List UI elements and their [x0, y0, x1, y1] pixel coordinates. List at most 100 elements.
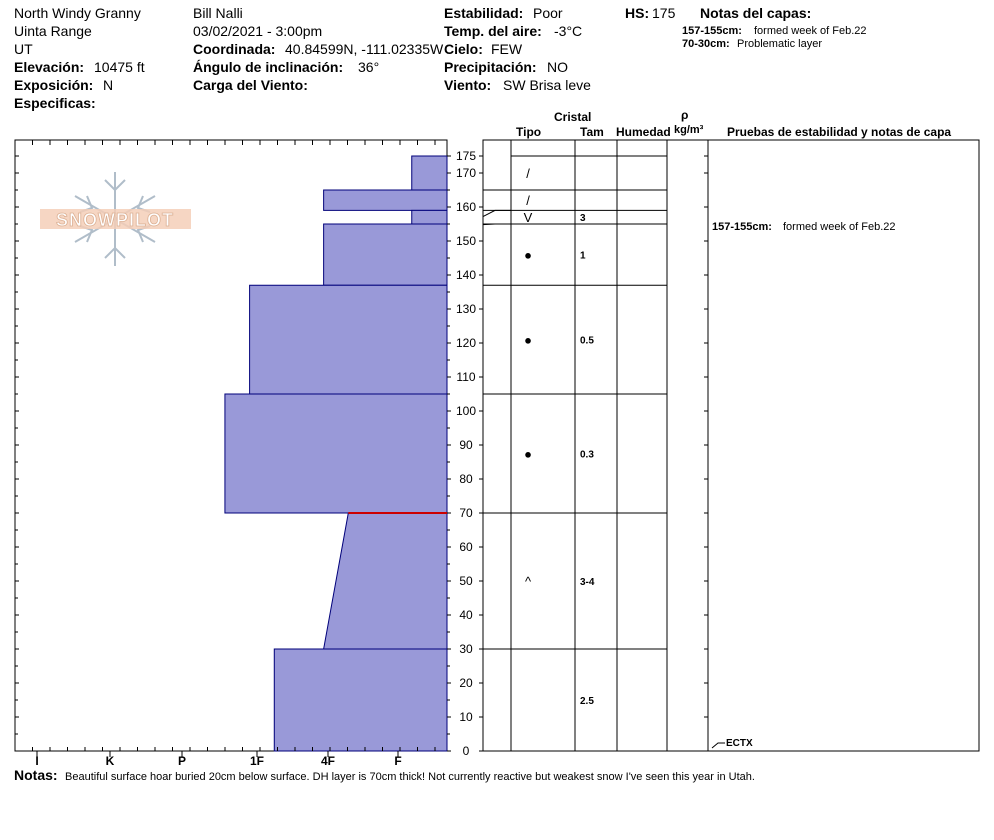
layer-bar [323, 512, 448, 650]
crystal-table-frame [482, 139, 709, 752]
depth-label: 0 [463, 744, 470, 758]
depth-label: 50 [459, 574, 473, 588]
hs-label: HS: [625, 5, 650, 21]
depth-label: 20 [459, 676, 473, 690]
layer-bar [411, 209, 448, 225]
tests-header: Pruebas de estabilidad y notas de capa [727, 125, 952, 139]
wind-value: SW Brisa leve [503, 77, 591, 93]
layer-note-text: Problematic layer [737, 38, 822, 50]
depth-label: 110 [456, 370, 475, 384]
datetime: 03/02/2021 - 3:00pm [193, 23, 323, 39]
observer: Bill Nalli [193, 5, 243, 21]
aspect-value: N [103, 77, 114, 93]
range: Uinta Range [14, 23, 92, 39]
grain-size-value: 1 [580, 251, 586, 262]
grain-size-value: 2.5 [580, 696, 594, 707]
depth-label: 150 [456, 234, 476, 248]
depth-label: 10 [459, 710, 473, 724]
coord-value: 40.84599N, -111.02335W [285, 41, 444, 57]
grain-size-value: 0.5 [580, 336, 594, 347]
layer-bar [323, 189, 448, 211]
depth-label: 175 [456, 149, 476, 163]
grain-size-value: 3 [580, 213, 586, 224]
grain-type-symbol: ● [524, 248, 532, 263]
stability-label: Estabilidad: [444, 5, 524, 21]
layer-note-range: 157-155cm: [682, 25, 742, 37]
depth-label: 80 [459, 472, 473, 486]
layer-notes-title: Notas del capas: [700, 5, 812, 21]
crystal-rows: / / V 3 ● 1 ● 0.5 ● 0.3 ^ 3-4 2.5 [482, 155, 667, 752]
hs-value: 175 [652, 5, 676, 21]
test-pointer [711, 742, 725, 749]
state: UT [14, 41, 33, 57]
hardness-label: 4F [321, 754, 335, 768]
layer-bar [273, 648, 448, 752]
moisture-header: Humedad [616, 125, 671, 139]
elevation-value: 10475 ft [94, 59, 145, 75]
sky-value: FEW [491, 41, 523, 57]
grain-type-symbol: V [524, 210, 533, 225]
layer-bar [411, 155, 448, 191]
axis-ticks: 0 10 20 30 40 50 60 70 80 90 100 110 120 130 140 150 160… [14, 140, 708, 768]
aspect-label: Exposición: [14, 77, 94, 93]
grain-type-symbol: ● [524, 333, 532, 348]
notes-label: Notas: [14, 767, 58, 783]
notes-text: Beautiful surface hoar buried 20cm below… [65, 771, 755, 783]
hardness-label: F [394, 754, 401, 768]
tests-frame [707, 139, 980, 752]
note-connector [482, 223, 511, 226]
layer-bar [224, 393, 448, 514]
grain-size-value: 0.3 [580, 450, 594, 461]
density-symbol: ρ [681, 108, 689, 122]
test-result-label: ECTX [726, 738, 753, 749]
depth-label: 130 [456, 302, 476, 316]
layer-bar [249, 284, 448, 395]
air-temp-label: Temp. del aire: [444, 23, 542, 39]
elevation-label: Elevación: [14, 59, 85, 75]
size-header: Tam [580, 125, 604, 139]
hardness-label: K [106, 754, 115, 768]
depth-label: 70 [459, 506, 473, 520]
wind-loading-label: Carga del Viento: [193, 77, 308, 93]
hardness-layers [224, 155, 448, 752]
precip-label: Precipitación: [444, 59, 537, 75]
slope-label: Ángulo de inclinación: [193, 59, 344, 75]
grain-type-symbol: ● [524, 447, 532, 462]
crystal-header: Cristal [554, 110, 592, 124]
hardness-label: P [178, 754, 186, 768]
stability-note-text: formed week of Feb.22 [783, 221, 896, 233]
logo-text: SNOWPILOT [56, 210, 174, 230]
hardness-label: 1F [250, 754, 264, 768]
depth-label: 160 [456, 200, 476, 214]
coord-label: Coordinada: [193, 41, 276, 57]
stability-value: Poor [533, 5, 563, 21]
grain-size-value: 3-4 [580, 577, 595, 588]
depth-label: 60 [459, 540, 473, 554]
precip-value: NO [547, 59, 568, 75]
slope-value: 36° [358, 59, 380, 75]
grain-type-symbol: ^ [525, 574, 532, 589]
density-unit: kg/m³ [674, 124, 704, 136]
wind-label: Viento: [444, 77, 492, 93]
depth-label: 40 [459, 608, 473, 622]
layer-note-range: 70-30cm: [682, 38, 730, 50]
grain-type-symbol: / [526, 193, 530, 208]
specifics-label: Especificas: [14, 95, 96, 111]
snowpilot-logo: SNOWPILOT [40, 172, 191, 266]
depth-label: 30 [459, 642, 473, 656]
depth-label: 170 [456, 166, 476, 180]
layer-note-text: formed week of Feb.22 [754, 25, 867, 37]
sky-label: Cielo: [444, 41, 483, 57]
type-header: Tipo [516, 125, 542, 139]
depth-label: 90 [459, 438, 473, 452]
stability-note-range: 157-155cm: [712, 221, 772, 233]
location: North Windy Granny [14, 5, 141, 21]
depth-label: 140 [456, 268, 476, 282]
air-temp-value: -3°C [554, 23, 583, 39]
hardness-label: I [35, 754, 38, 768]
note-connector [482, 209, 511, 218]
grain-type-symbol: / [526, 166, 530, 181]
depth-label: 100 [456, 404, 476, 418]
depth-label: 120 [456, 336, 476, 350]
